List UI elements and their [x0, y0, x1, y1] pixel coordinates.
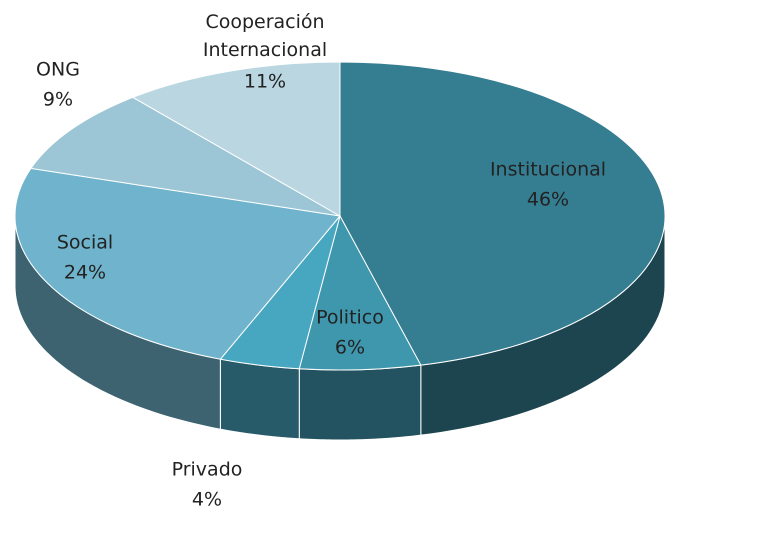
slice	[30, 96, 341, 217]
slice-value-label: 6%	[335, 337, 365, 359]
slice-label: Institucional	[490, 159, 606, 181]
slice-side	[219, 358, 300, 440]
slice-side	[298, 364, 422, 441]
slice	[298, 214, 422, 371]
slice-value-label: 24%	[64, 262, 106, 284]
slice-label: ONG	[36, 59, 80, 81]
slice-value-label: 4%	[192, 489, 222, 511]
slice-value-label: 11%	[244, 71, 286, 93]
slice	[131, 61, 341, 217]
slice-label: Politico	[316, 307, 384, 329]
slice	[14, 167, 341, 360]
label-line: Internacional	[203, 39, 327, 61]
slice-label: Social	[57, 232, 113, 254]
slice-value-label: 9%	[43, 89, 73, 111]
slice-label: Cooperación Internacional	[203, 11, 327, 61]
label-line: Cooperación	[205, 11, 324, 33]
slice-label: Privado	[172, 459, 243, 481]
slice	[339, 61, 666, 366]
slice-value-label: 46%	[527, 189, 569, 211]
